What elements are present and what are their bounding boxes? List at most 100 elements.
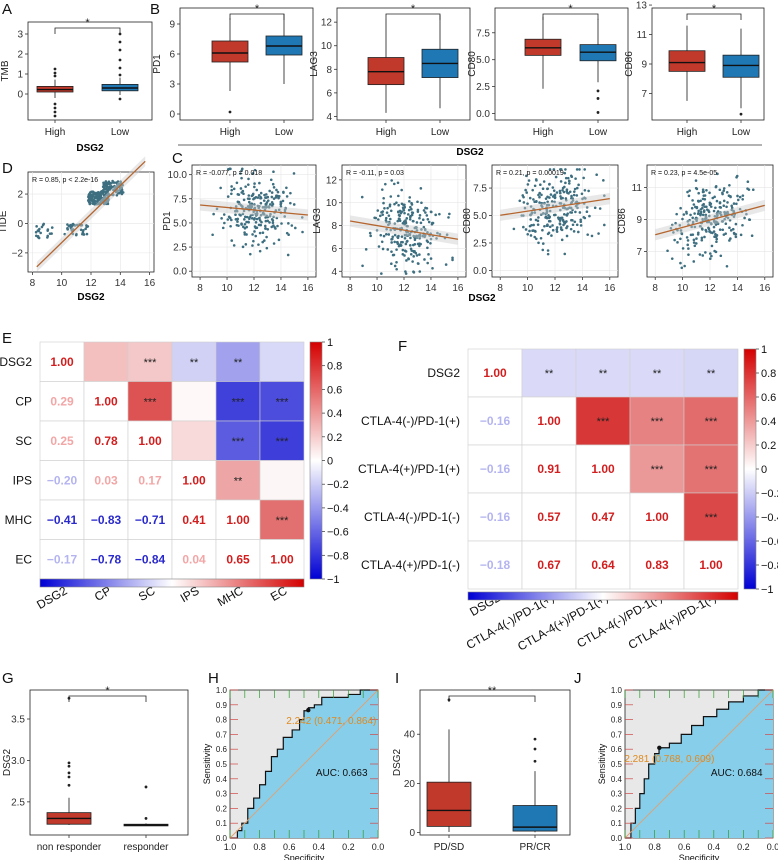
scatter-point [587, 189, 590, 193]
scatter-point [397, 234, 400, 238]
scatter-point [247, 200, 251, 204]
panel-c-cd80-scatter: 8 10 12 14 16 0.0 2.5 5.0 7.5 R = 0.21, p = 0.000… [462, 164, 619, 294]
scatter-point [714, 206, 717, 210]
scatter-point [402, 208, 406, 212]
scatter-point [522, 214, 525, 217]
scatter-point [686, 220, 690, 223]
x-axis-label: Specificity [679, 853, 720, 860]
x-tick-label: 10 [56, 278, 68, 289]
scatter-point [540, 201, 544, 205]
x-tick-label: High [45, 127, 66, 138]
scatter-point [421, 234, 425, 238]
y-tick-label: 9 [169, 20, 175, 31]
colorbar-tick-label: 0 [327, 456, 333, 468]
heatmap-value: 1.00 [537, 414, 561, 428]
scatter-point [538, 195, 541, 199]
row-label: SC [15, 434, 32, 448]
scatter-point [547, 219, 551, 223]
scatter-point [118, 188, 122, 192]
scatter-point [691, 199, 694, 202]
scatter-point [425, 239, 429, 242]
scatter-point [239, 172, 242, 175]
box-high [668, 50, 706, 72]
scatter-point [532, 223, 535, 227]
scatter-point [410, 211, 414, 214]
y-tick-label: 2.5 [473, 238, 487, 249]
scatter-point [569, 211, 572, 214]
scatter-point [741, 197, 744, 201]
y-tick-label: 7 [641, 89, 647, 100]
diagonal-reference [624, 689, 774, 839]
heatmap-value: *** [276, 436, 290, 448]
y-tick-label: 7.5 [173, 194, 187, 205]
scatter-point [576, 206, 579, 210]
scatter-point [265, 235, 268, 239]
scatter-point [560, 228, 564, 232]
scatter-point [551, 204, 555, 208]
colorbar-tick-label: 0.6 [761, 392, 776, 404]
scatter-point [66, 228, 69, 231]
regression-line [500, 197, 610, 216]
y-axis-label: PD1 [162, 211, 173, 231]
y-axis-label: TMB [0, 60, 11, 81]
scatter-point [40, 225, 44, 229]
outlier-point [533, 747, 537, 751]
roc-curve [230, 689, 378, 839]
y-tick-label: 3 [169, 80, 175, 91]
significance-bracket [68, 695, 147, 702]
scatter-point [251, 193, 255, 197]
scatter-point [420, 201, 423, 205]
x-tick-label: 16 [302, 283, 314, 294]
y-tick-label: 0.0 [476, 109, 490, 120]
heatmap-value: 0.03 [94, 473, 118, 487]
y-tick-label: 20 [404, 779, 416, 790]
scatter-point [240, 222, 243, 225]
x-tick-label: 10 [371, 283, 383, 294]
heatmap-value: 0.57 [537, 510, 561, 524]
x-tick-label: PR/CR [519, 842, 550, 853]
heatmap-cell [83, 420, 129, 461]
scatter-point [121, 191, 125, 194]
scatter-point [264, 202, 268, 206]
scatter-point [389, 195, 393, 198]
scatter-point [211, 233, 214, 237]
scatter-point [541, 228, 544, 232]
heatmap-value: −0.78 [91, 552, 122, 566]
scatter-point [42, 222, 46, 226]
scatter-point [708, 201, 712, 205]
scatter-point [410, 201, 413, 205]
scatter-point [426, 246, 429, 250]
x-tick-label: 12 [85, 278, 97, 289]
scatter-point [578, 211, 582, 214]
scatter-point [275, 216, 279, 220]
x-tick-label: Low [589, 127, 608, 138]
scatter-point [419, 187, 423, 190]
scatter-point [726, 216, 730, 220]
scatter-point [719, 213, 723, 217]
scatter-point [413, 226, 417, 230]
scatter-point [568, 190, 572, 194]
scatter-point [390, 250, 393, 253]
scatter-point [228, 167, 231, 171]
scatter-point [391, 235, 395, 239]
scatter-point [722, 189, 726, 192]
significance-mark: * [712, 3, 717, 15]
scatter-point [240, 191, 244, 194]
heatmap-cell [127, 381, 173, 422]
scatter-point [403, 211, 406, 215]
colorbar-tick-label: −0.2 [761, 488, 778, 500]
scatter-point [408, 217, 412, 221]
x-tick-label: Low [111, 127, 130, 138]
x-axis-label: DSG2 [76, 143, 104, 154]
scatter-point [407, 208, 411, 212]
y-tick-label: 11 [632, 183, 643, 194]
row-label: CTLA-4(+)/PD-1(+) [358, 462, 460, 476]
scatter-point [538, 191, 541, 195]
regression-line [349, 220, 459, 240]
scatter-point [212, 212, 215, 216]
heatmap-cell [127, 539, 173, 580]
scatter-point [37, 236, 41, 240]
scatter-point [530, 223, 533, 227]
y-tick-label: 2.5 [476, 82, 490, 93]
scatter-point [424, 206, 427, 210]
